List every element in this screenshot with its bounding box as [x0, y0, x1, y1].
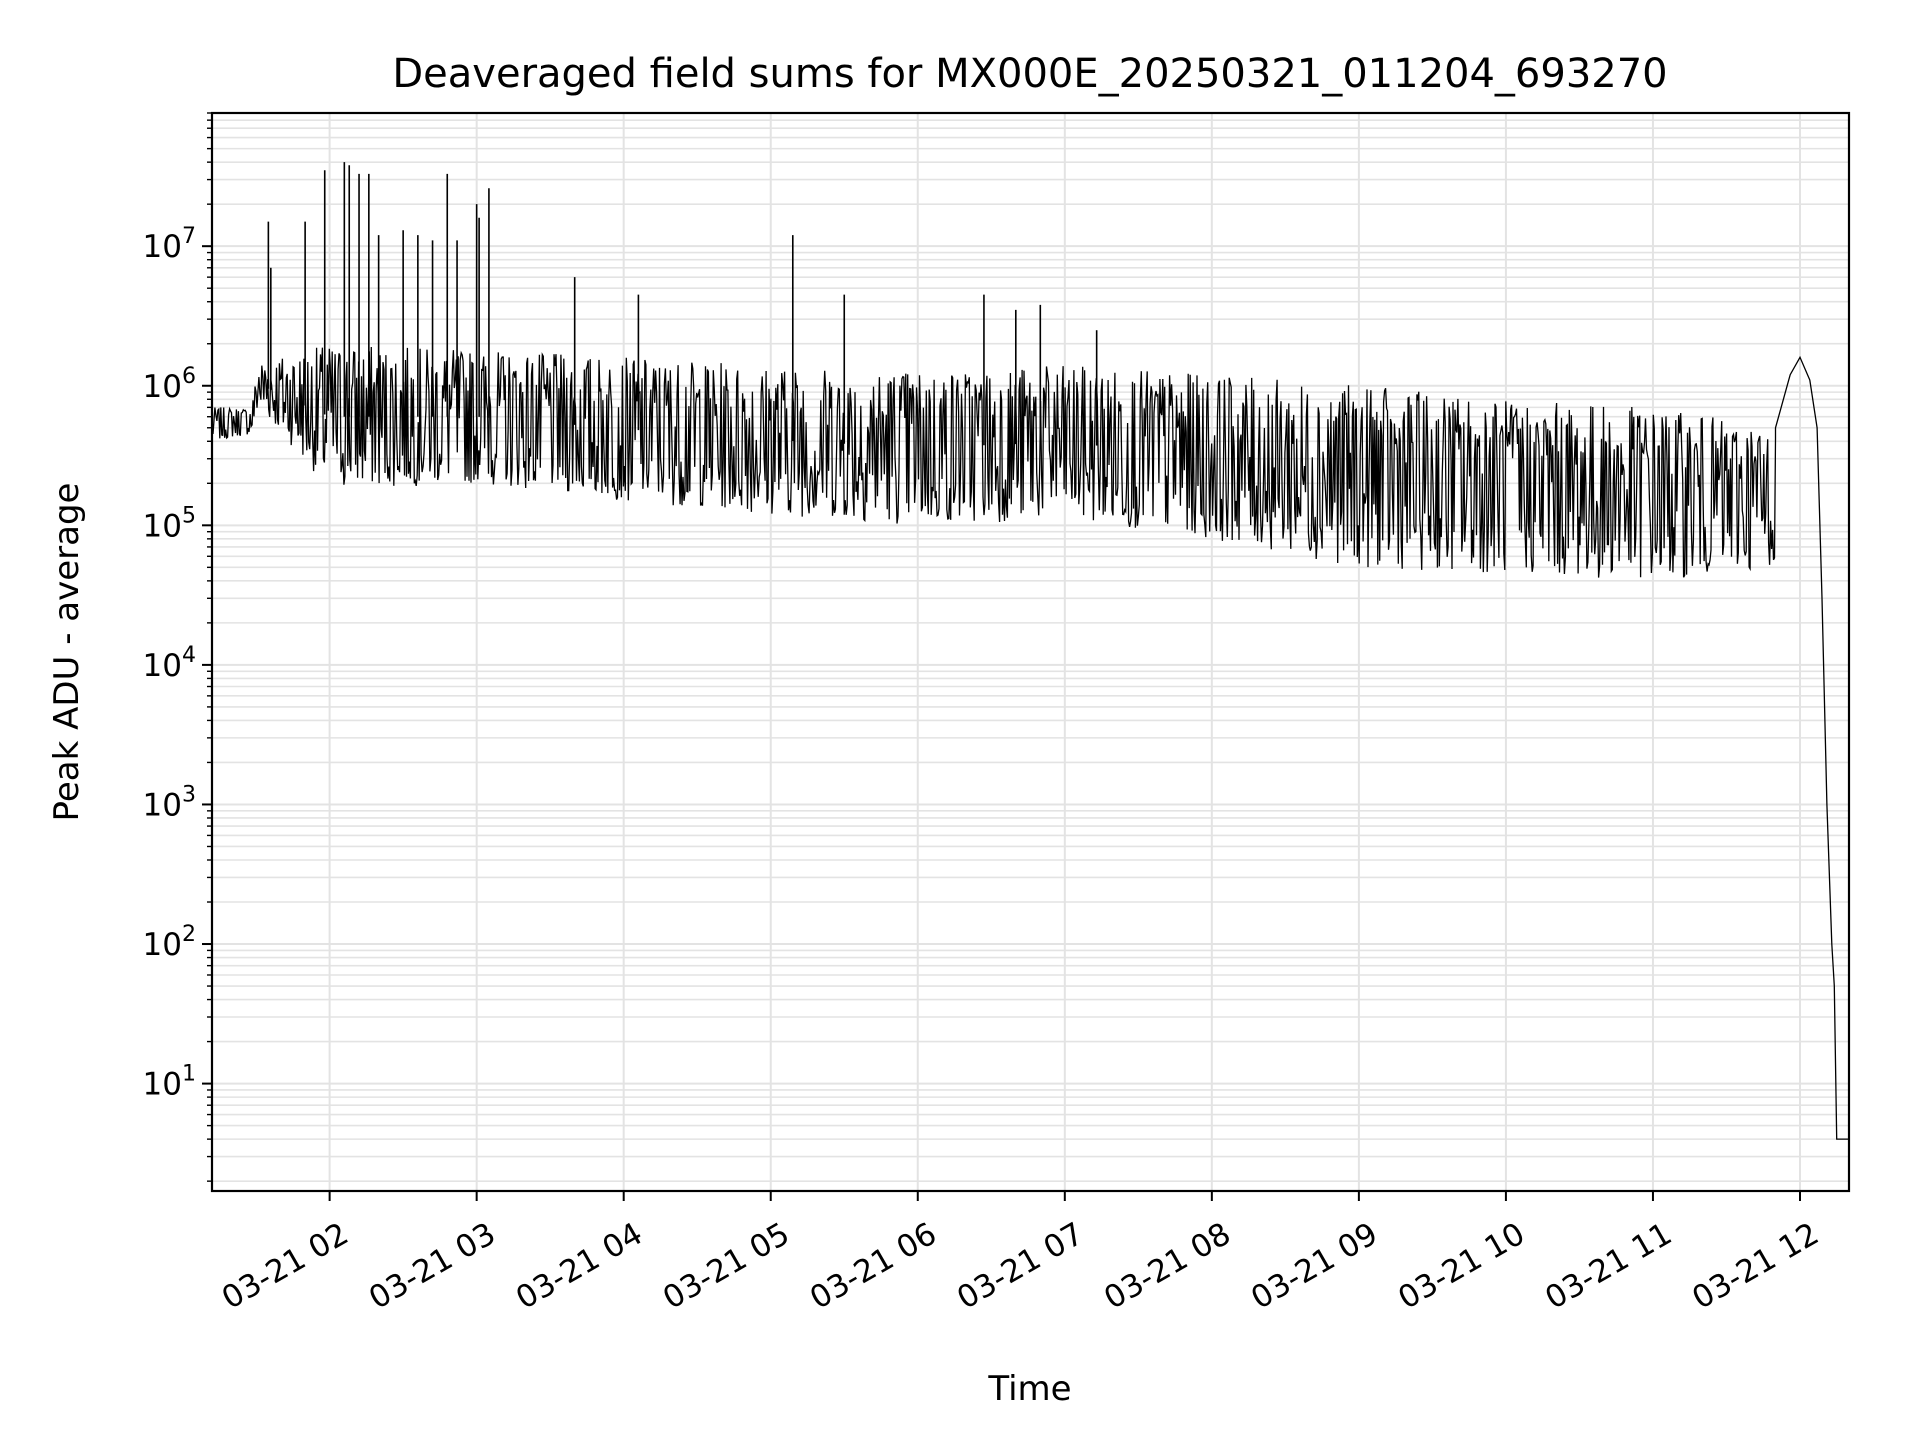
y-tick-exponent: 2: [182, 922, 196, 947]
chart-title: Deaveraged field sums for MX000E_2025032…: [392, 51, 1667, 97]
y-tick-exponent: 7: [182, 224, 196, 249]
y-tick-label: 105: [143, 503, 196, 544]
y-tick-base: 10: [143, 508, 182, 544]
data-line: [211, 346, 1849, 1140]
y-tick-base: 10: [143, 229, 182, 265]
grid: [212, 112, 1849, 1191]
y-tick-label: 106: [143, 364, 196, 405]
y-tick-base: 10: [143, 648, 182, 684]
y-tick-label: 103: [143, 782, 196, 823]
x-axis-label: Time: [987, 1369, 1071, 1409]
y-tick-label: 104: [143, 643, 196, 684]
y-tick-base: 10: [143, 927, 182, 963]
y-tick-label: 102: [143, 922, 196, 963]
y-tick-label: 107: [143, 224, 196, 265]
y-tick-base: 10: [143, 369, 182, 405]
y-tick-base: 10: [143, 1067, 182, 1103]
y-tick-exponent: 5: [182, 503, 196, 528]
y-axis-label: Peak ADU - average: [47, 483, 87, 822]
plot-frame: [210, 111, 1851, 1193]
y-tick-exponent: 6: [182, 364, 196, 389]
y-tick-exponent: 1: [182, 1062, 196, 1087]
y-tick-exponent: 3: [182, 782, 196, 807]
y-tick-base: 10: [143, 787, 182, 823]
y-tick-exponent: 4: [182, 643, 196, 668]
y-tick-label: 101: [143, 1062, 196, 1103]
data-series: [211, 162, 1849, 1140]
